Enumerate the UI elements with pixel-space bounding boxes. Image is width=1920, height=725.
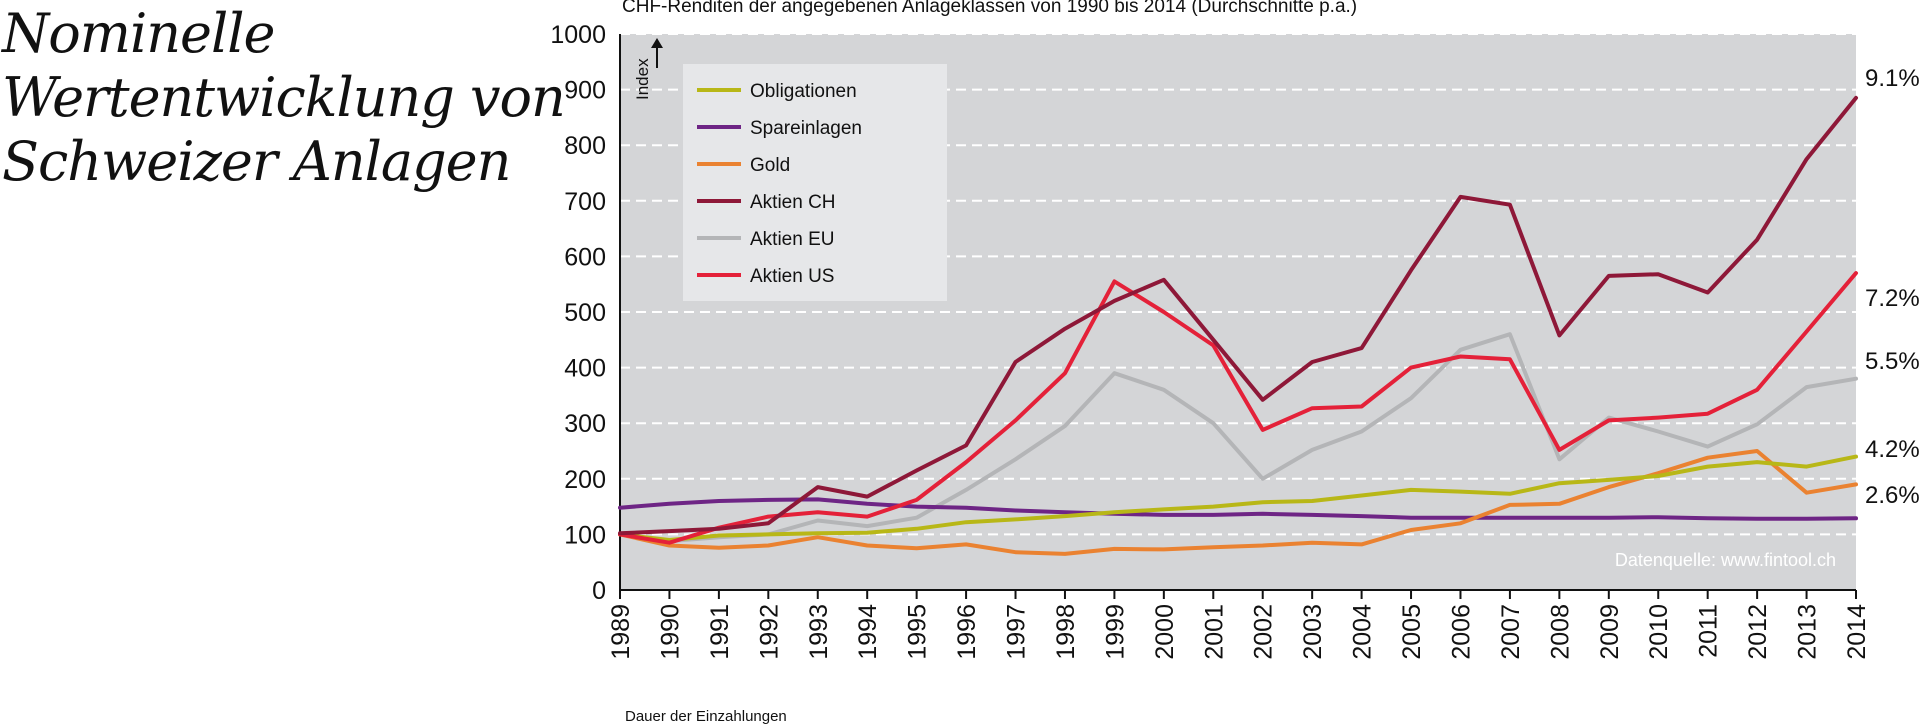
end-label: 9.1% [1865, 65, 1920, 92]
legend-item-label: Aktien EU [750, 229, 834, 250]
y-tick-label: 0 [592, 577, 606, 605]
x-tick-label: 2002 [1250, 604, 1278, 660]
y-tick-label: 600 [564, 243, 606, 271]
x-tick-label: 1998 [1052, 604, 1080, 660]
x-tick-label: 2012 [1744, 604, 1772, 660]
x-tick-label: 1993 [805, 604, 833, 660]
end-label: 4.2% [1865, 436, 1920, 463]
x-tick-label: 1995 [904, 604, 932, 660]
legend-item-label: Aktien CH [750, 192, 836, 213]
x-tick-label: 2004 [1349, 604, 1377, 660]
end-label: 2.6% [1865, 482, 1920, 509]
x-tick-label: 1994 [854, 604, 882, 660]
end-label: 5.5% [1865, 348, 1920, 375]
x-tick-label: 2003 [1299, 604, 1327, 660]
x-tick-label: 2005 [1398, 604, 1426, 660]
y-axis-arrowhead [651, 38, 663, 48]
x-tick-label: 2008 [1546, 604, 1574, 660]
y-axis-label: Index [633, 58, 652, 100]
x-tick-label: 2001 [1200, 604, 1228, 660]
page-title: Nominelle Wertentwicklung von Schweizer … [2, 2, 566, 194]
y-tick-label: 500 [564, 299, 606, 327]
y-tick-label: 1000 [550, 21, 606, 49]
x-tick-label: 1996 [953, 604, 981, 660]
legend-item-label: Gold [750, 155, 790, 176]
legend-item-label: Spareinlagen [750, 118, 862, 139]
series-line-obligationen [618, 454, 1858, 542]
source-label: Datenquelle: www.fintool.ch [1615, 550, 1836, 570]
title-line-2: Wertentwicklung von [2, 66, 566, 129]
x-tick-label: 2009 [1596, 604, 1624, 660]
x-tick-label: 1997 [1003, 604, 1031, 660]
series-line-aktien-ch [618, 95, 1858, 536]
y-tick-label: 100 [564, 521, 606, 549]
x-tick-label: 2011 [1695, 604, 1723, 658]
x-tick-label: 2006 [1447, 604, 1475, 660]
x-tick-label: 2013 [1794, 604, 1822, 660]
x-tick-label: 1990 [656, 604, 684, 660]
series-line-aktien-us [618, 271, 1858, 545]
x-tick-label: 1992 [755, 604, 783, 660]
series-lines [618, 95, 1858, 556]
x-tick-label: 2014 [1843, 604, 1871, 660]
y-tick-label: 400 [564, 355, 606, 383]
series-line-aktien-eu [618, 332, 1858, 544]
chart-title: CHF-Renditen der angegebenen Anlageklass… [622, 0, 1358, 17]
legend-item-label: Obligationen [750, 81, 857, 102]
title-line-1: Nominelle [2, 2, 275, 65]
x-tick-label: 2007 [1497, 604, 1525, 660]
axes: 0 100 200 300 400 500 600 700 800 900 1000 1989 1990… [550, 21, 1871, 660]
y-tick-label: 300 [564, 410, 606, 438]
x-tick-label: 2000 [1151, 604, 1179, 660]
y-tick-label: 200 [564, 466, 606, 494]
x-tick-label: 2010 [1645, 604, 1673, 660]
y-tick-label: 700 [564, 188, 606, 216]
y-tick-label: 900 [564, 77, 606, 105]
x-tick-label: 1991 [706, 604, 734, 660]
y-tick-label: 800 [564, 132, 606, 160]
title-line-3: Schweizer Anlagen [2, 130, 511, 193]
x-tick-label: 1989 [607, 604, 635, 660]
legend-item-label: Aktien US [750, 266, 834, 287]
end-label: 7.2% [1865, 285, 1920, 312]
legend: Obligationen Spareinlagen Gold Aktien CH Akt… [683, 64, 947, 301]
end-labels: 4.2% 2.6% 9.1% 5.5% 7.2% [1865, 65, 1920, 509]
legend-box [683, 64, 947, 301]
series-line-spareinlagen [618, 497, 1858, 521]
x-tick-label: 1999 [1101, 604, 1129, 660]
y-axis-title: Index [633, 38, 663, 100]
